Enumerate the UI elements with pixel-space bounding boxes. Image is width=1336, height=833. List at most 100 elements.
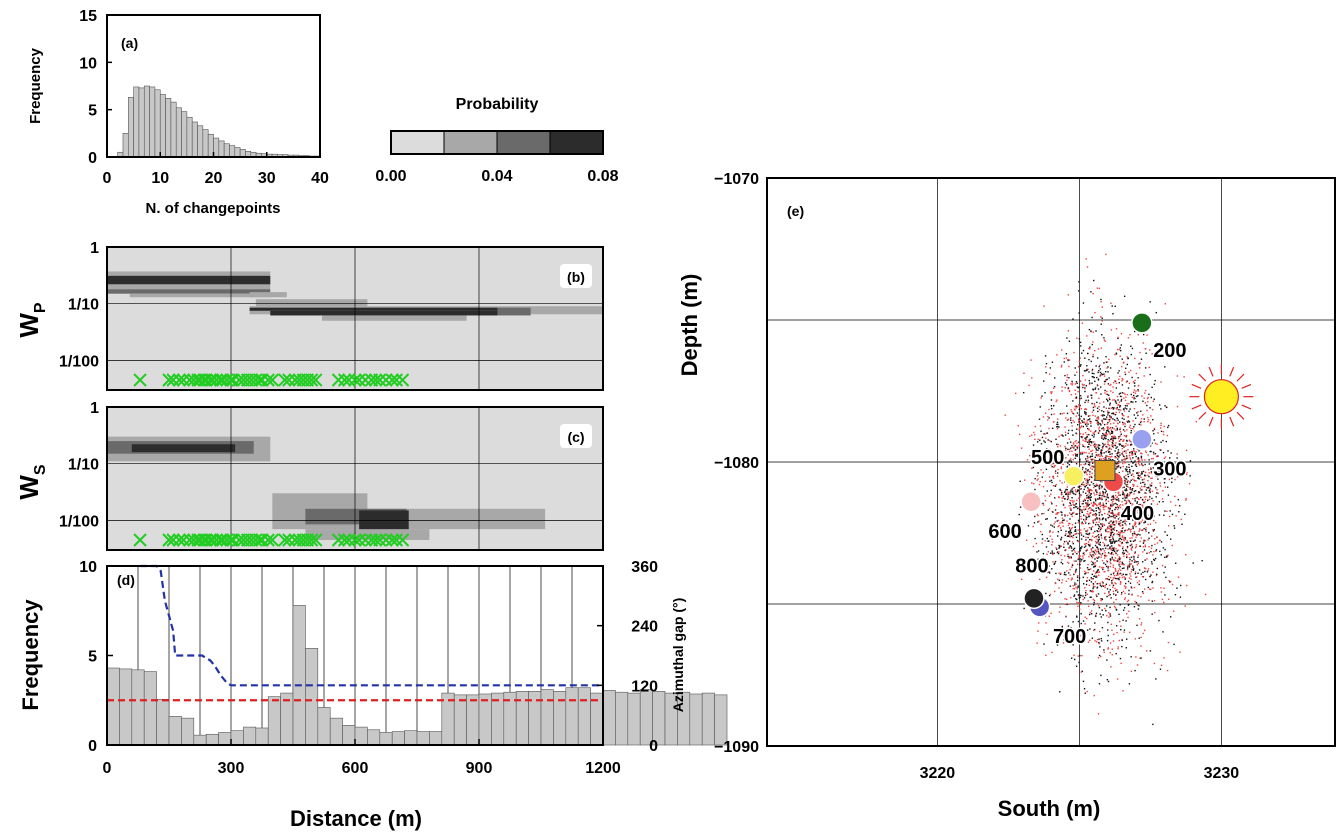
cloud-point xyxy=(1104,488,1107,491)
cloud-point xyxy=(1083,446,1086,448)
cloud-point xyxy=(1076,406,1079,408)
cloud-point xyxy=(1100,374,1102,376)
cloud-point xyxy=(1079,404,1081,407)
cloud-point xyxy=(1094,430,1097,432)
cloud-point xyxy=(1037,521,1039,523)
cloud-point xyxy=(1128,466,1130,469)
cloud-point xyxy=(1107,526,1109,528)
cloud-point xyxy=(1071,382,1074,384)
cloud-point xyxy=(1108,527,1110,530)
cloud-point xyxy=(1139,487,1142,489)
cloud-point xyxy=(1088,371,1090,373)
panel-d-xlabel: Distance (m) xyxy=(290,806,422,831)
cloud-point xyxy=(1104,547,1107,549)
distance-bar xyxy=(639,689,653,746)
cloud-point xyxy=(1078,608,1081,611)
cloud-point xyxy=(1126,393,1129,396)
cloud-point xyxy=(1108,407,1110,410)
cloud-point xyxy=(1116,463,1118,466)
cloud-point xyxy=(1087,487,1089,489)
cloud-point xyxy=(1123,434,1126,437)
cloud-point xyxy=(1100,674,1102,677)
cloud-point xyxy=(1134,453,1137,455)
cloud-point xyxy=(1036,513,1039,516)
cloud-point xyxy=(1137,477,1139,479)
cloud-point xyxy=(1135,480,1137,482)
panel-d-y2label: Azimuthal gap (°) xyxy=(670,598,686,712)
cloud-point xyxy=(1084,623,1086,625)
cloud-point xyxy=(1105,416,1108,418)
changepoint-marker xyxy=(368,373,383,387)
cloud-point xyxy=(1090,450,1092,452)
cloud-point xyxy=(1051,361,1054,363)
cloud-point xyxy=(1099,498,1102,500)
cloud-point xyxy=(1118,556,1121,558)
cloud-point xyxy=(1086,549,1088,552)
cloud-point xyxy=(1100,393,1102,395)
cloud-point xyxy=(1037,454,1039,457)
cloud-point xyxy=(1160,664,1163,667)
cloud-point xyxy=(1106,433,1108,436)
cloud-point xyxy=(1101,559,1104,562)
cloud-point xyxy=(1089,512,1092,514)
probability-cell xyxy=(249,292,287,298)
cloud-point xyxy=(1064,515,1066,517)
cloud-point xyxy=(1073,351,1075,354)
cloud-point xyxy=(1101,447,1104,449)
cloud-point xyxy=(1080,463,1082,466)
cloud-point xyxy=(1056,421,1059,424)
cloud-point xyxy=(1075,397,1078,399)
cloud-point xyxy=(1086,548,1088,551)
cloud-point xyxy=(1167,426,1169,429)
cloud-point xyxy=(1083,546,1086,549)
cloud-point xyxy=(1079,563,1081,566)
cloud-point xyxy=(1117,491,1119,494)
cloud-point xyxy=(1069,545,1072,547)
histogram-bar xyxy=(191,121,198,158)
cloud-point xyxy=(1085,471,1087,474)
cloud-point xyxy=(1077,423,1079,426)
cloud-point xyxy=(1076,499,1078,502)
changepoint-marker xyxy=(203,533,218,547)
cloud-point xyxy=(1045,437,1047,439)
cloud-point xyxy=(1109,507,1111,510)
cloud-point xyxy=(1097,418,1099,421)
cloud-point xyxy=(1134,480,1136,482)
cloud-point xyxy=(1154,452,1157,455)
cloud-point xyxy=(1141,459,1143,461)
cloud-point xyxy=(1098,556,1100,558)
cloud-point xyxy=(1130,586,1133,588)
cloud-point xyxy=(1057,578,1059,580)
cloud-point xyxy=(1120,333,1123,335)
cloud-point xyxy=(1084,559,1086,562)
cloud-point xyxy=(1094,581,1097,583)
cloud-point xyxy=(1123,552,1126,555)
cloud-point xyxy=(1059,489,1062,491)
cloud-point xyxy=(1096,575,1098,577)
cloud-point xyxy=(1113,407,1115,409)
cloud-point xyxy=(1032,525,1034,528)
cloud-point xyxy=(1119,565,1121,568)
cloud-point xyxy=(1111,436,1113,439)
cloud-point xyxy=(1099,566,1101,568)
cloud-point xyxy=(1027,525,1030,527)
cloud-point xyxy=(1112,500,1114,503)
cloud-point xyxy=(1138,583,1140,586)
cloud-point xyxy=(1095,576,1098,578)
cloud-point xyxy=(1164,548,1166,551)
cloud-point xyxy=(1092,432,1094,434)
cloud-point xyxy=(1084,616,1086,618)
cloud-point xyxy=(1120,542,1123,545)
cloud-point xyxy=(1100,497,1103,499)
cloud-point xyxy=(1144,348,1147,350)
cloud-point xyxy=(1176,587,1178,589)
cloud-point xyxy=(1056,428,1059,430)
cloud-point xyxy=(1096,538,1098,541)
cloud-point xyxy=(1147,586,1150,589)
cloud-point xyxy=(1114,607,1117,609)
cloud-point xyxy=(1103,592,1106,595)
cloud-point xyxy=(1079,395,1082,397)
cloud-point xyxy=(1116,467,1118,469)
cloud-point xyxy=(1136,448,1139,450)
cloud-point xyxy=(1116,578,1118,580)
